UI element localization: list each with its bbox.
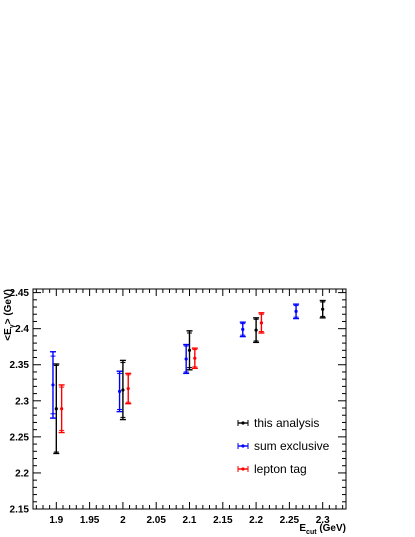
data-point xyxy=(58,384,65,434)
data-point xyxy=(119,359,126,421)
marker xyxy=(254,328,258,332)
data-point xyxy=(319,299,326,319)
x-axis-label: Ecut (GeV) xyxy=(299,523,346,536)
data-point xyxy=(239,321,246,338)
y-tick-label: 2.25 xyxy=(10,432,30,443)
marker xyxy=(51,383,55,387)
marker xyxy=(117,389,122,394)
x-tick-label: 2.3 xyxy=(316,515,330,526)
data-point xyxy=(186,330,193,371)
x-tick-label: 2.05 xyxy=(146,515,166,526)
series-lepton-tag xyxy=(58,312,265,434)
y-tick-label: 2.4 xyxy=(15,324,29,335)
legend: this analysis sum exclusive lepton tag xyxy=(237,416,330,476)
series-this-analysis xyxy=(53,299,326,455)
x-tick-label: 2.15 xyxy=(213,515,233,526)
x-tick-label: 1.9 xyxy=(49,515,63,526)
x-tick-label: 2.2 xyxy=(249,515,263,526)
data-series xyxy=(49,299,326,455)
axis-tick-labels: 1.9 1.95 2 2.05 2.1 2.15 2.2 2.25 2.3 2.15 2.2 2.25… xyxy=(10,288,331,526)
x-tick-label: 2.25 xyxy=(280,515,300,526)
data-point xyxy=(49,351,56,419)
marker xyxy=(126,386,130,391)
marker xyxy=(121,388,125,392)
marker xyxy=(193,356,197,360)
legend-marker xyxy=(241,421,245,425)
marker xyxy=(259,321,264,325)
data-point xyxy=(253,317,260,344)
axis-ticks xyxy=(33,289,346,510)
y-tick-label: 2.3 xyxy=(15,396,29,407)
legend-entry: sum exclusive xyxy=(237,439,330,453)
y-tick-label: 2.15 xyxy=(10,505,30,516)
marker xyxy=(184,357,188,361)
marker xyxy=(321,307,325,311)
y-axis-label: <Eγ> (GeV) xyxy=(3,289,16,341)
data-point xyxy=(53,363,60,455)
y-tick-label: 2.45 xyxy=(10,288,30,299)
y-tick-label: 2.2 xyxy=(15,468,29,479)
data-point xyxy=(125,372,132,405)
data-point xyxy=(293,303,300,320)
legend-entry: lepton tag xyxy=(237,462,307,476)
plot-frame xyxy=(32,288,347,510)
y-tick-label: 2.35 xyxy=(10,360,30,371)
data-point xyxy=(116,370,123,413)
legend-label: lepton tag xyxy=(254,462,307,476)
data-point xyxy=(183,343,190,375)
marker xyxy=(60,407,64,411)
marker xyxy=(241,327,245,331)
marker xyxy=(54,407,58,411)
legend-marker xyxy=(241,467,245,471)
x-tick-label: 2.1 xyxy=(183,515,197,526)
legend-label: this analysis xyxy=(254,416,319,430)
data-point xyxy=(191,347,198,370)
marker xyxy=(187,348,192,352)
x-tick-label: 1.95 xyxy=(80,515,100,526)
series-sum-exclusive xyxy=(49,303,300,419)
data-point xyxy=(258,312,265,334)
x-tick-label: 2 xyxy=(120,515,126,526)
legend-marker xyxy=(241,444,245,448)
legend-label: sum exclusive xyxy=(254,439,330,453)
marker xyxy=(294,309,298,313)
legend-entry: this analysis xyxy=(237,416,319,430)
